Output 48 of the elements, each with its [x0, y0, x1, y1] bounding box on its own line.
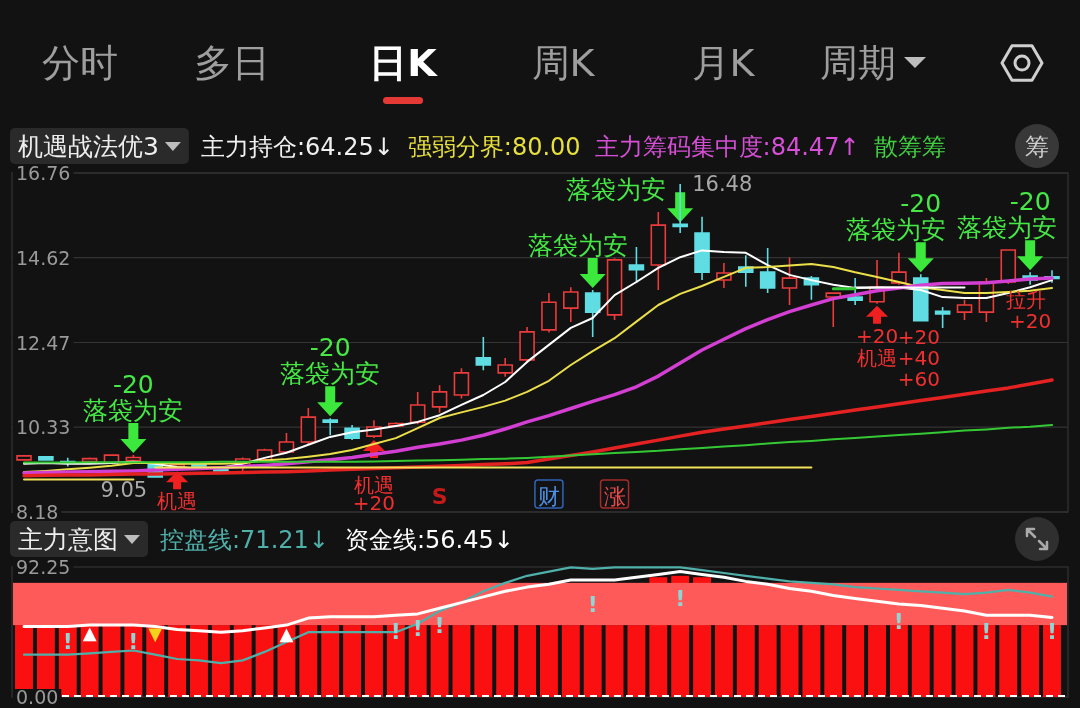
text: 多日 — [194, 41, 270, 85]
annotation: ! — [981, 618, 992, 644]
annotation: ! — [412, 615, 423, 641]
annotation: S — [431, 484, 448, 509]
text: 日K — [369, 41, 439, 85]
annotation: 落袋为安 — [566, 175, 667, 205]
annotation: 落袋为安 — [83, 396, 184, 426]
annotation: ▲ — [279, 623, 294, 645]
text: 周K — [531, 41, 596, 85]
annotation: 落袋为安 — [957, 213, 1058, 243]
annotation: ! — [434, 613, 445, 639]
text: 分时 — [42, 41, 118, 85]
text: 强弱分界:80.00 — [407, 133, 581, 161]
y-tick-label: 16.76 — [16, 162, 71, 184]
y-tick-label: 0.00 — [16, 686, 59, 708]
annotation: 机遇 — [857, 345, 898, 370]
annotation: ▲ — [82, 621, 97, 643]
annotation: 落袋为安 — [527, 230, 628, 260]
text: 周期 — [820, 41, 896, 85]
annotation: 9.05 — [100, 477, 148, 502]
annotation: 落袋为安 — [845, 215, 946, 245]
annotation: 落袋为安 — [280, 359, 381, 389]
annotation: ▼ — [148, 623, 163, 645]
y-tick-label: 14.62 — [16, 246, 71, 269]
annotation: ! — [390, 618, 401, 644]
chart-title: 机遇战法优3 — [18, 132, 159, 161]
text: 主力筹码集中度:84.47↑ — [594, 133, 860, 161]
y-tick-label: 10.33 — [16, 416, 71, 439]
annotation: ! — [893, 608, 904, 634]
annotation: 机遇 — [157, 489, 198, 514]
chart-title: 主力意图 — [18, 525, 118, 554]
text: 月K — [691, 41, 756, 85]
text: 散筹筹 — [873, 133, 946, 161]
text: 控盘线:71.21↓ — [160, 526, 329, 554]
annotation: ! — [128, 628, 139, 654]
annotation: ! — [675, 586, 686, 612]
y-tick-label: 8.18 — [16, 501, 59, 523]
annotation: +20 — [855, 323, 899, 348]
y-tick-label: 92.25 — [16, 556, 71, 578]
annotation: ! — [62, 628, 73, 654]
text: 主力持仓:64.25↓ — [200, 133, 394, 161]
annotation: 拉升 — [1006, 287, 1047, 312]
y-tick-label: 12.47 — [16, 331, 71, 354]
annotation: ! — [1046, 618, 1058, 644]
annotation: ! — [587, 591, 598, 617]
series-label: 资金线:56.45↓ — [344, 526, 514, 554]
annotation: 16.48 — [692, 172, 753, 197]
text: 筹 — [1025, 133, 1049, 161]
